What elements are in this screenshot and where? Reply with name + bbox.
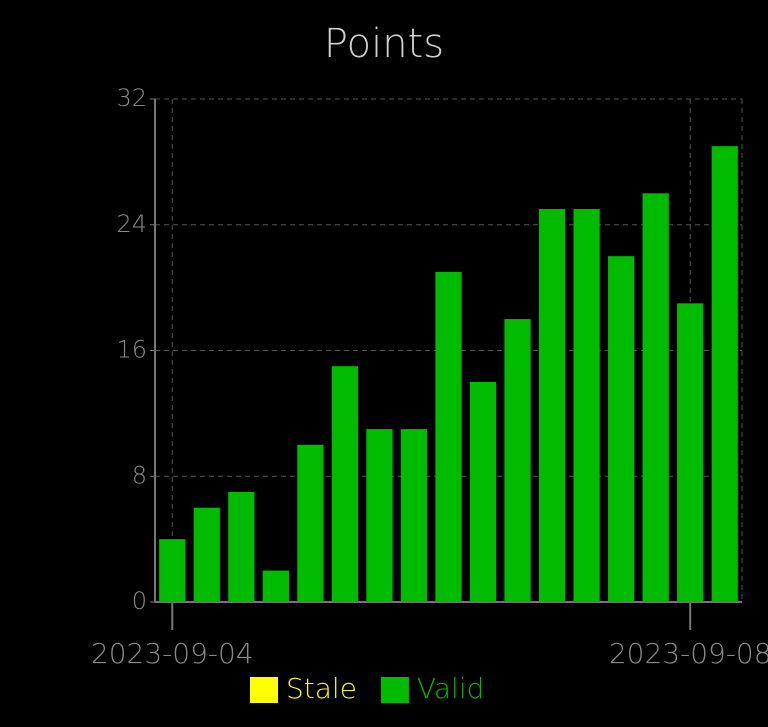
legend-swatch: [380, 677, 409, 703]
bar: [400, 429, 428, 602]
y-tick-label: 24: [116, 210, 147, 238]
bar: [642, 193, 669, 602]
bar: [331, 366, 359, 602]
bar: [573, 209, 600, 602]
chart-title: Points: [324, 21, 444, 67]
y-tick-label: 16: [116, 336, 147, 364]
bar: [159, 539, 186, 602]
x-tick-label: 2023-09-04: [91, 637, 254, 670]
y-tick-label: 0: [132, 587, 147, 615]
bar: [193, 507, 220, 602]
bar: [366, 429, 393, 602]
bar: [262, 570, 289, 602]
y-tick-label: 32: [116, 84, 147, 112]
legend-label: Stale: [286, 672, 357, 705]
bar: [538, 209, 566, 602]
bar: [608, 256, 635, 602]
bar: [677, 303, 704, 602]
bar: [435, 271, 462, 602]
x-tick-label: 2023-09-08: [609, 637, 768, 670]
legend: Stale Valid: [250, 672, 484, 705]
bar: [711, 146, 738, 602]
bar: [297, 444, 324, 602]
bar: [228, 491, 255, 602]
legend-label: Valid: [417, 672, 484, 705]
legend-swatch: [250, 677, 278, 703]
bar: [469, 381, 497, 602]
bar: [504, 319, 531, 602]
y-tick-label: 8: [132, 461, 147, 489]
